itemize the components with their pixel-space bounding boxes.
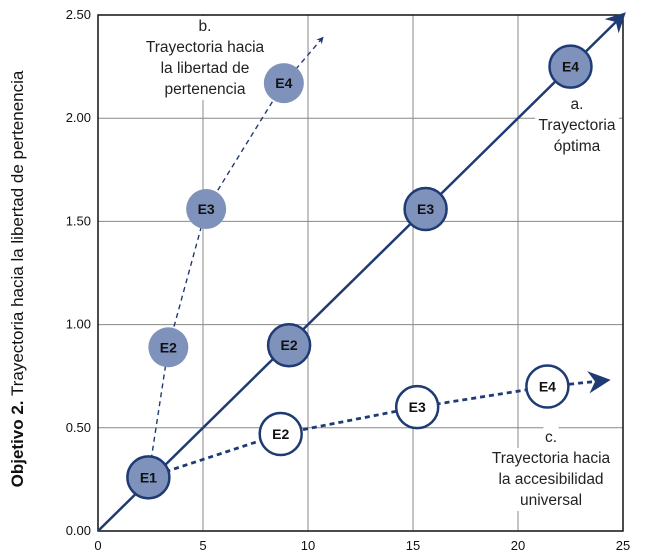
label-background [535,115,619,136]
y-tick-label: 1.50 [66,213,91,228]
series-label-line: c. [545,429,557,446]
series-b-point [263,63,304,104]
series-c-point-label: E4 [539,379,556,395]
series-label-line: a. [571,96,584,113]
series-c-point [258,411,303,457]
series-a-line [97,12,626,532]
series-a-point [266,322,312,368]
series-a-label: a. Trayectoria óptima [535,94,619,157]
series-b-point [148,327,189,368]
series-a-point-label: E2 [281,337,298,353]
label-background [140,37,270,58]
series-label-line: pertenencia [164,81,245,98]
series-b-point-label: E3 [198,201,215,217]
series-b-point [186,189,227,230]
series-a-point-label: E4 [562,59,579,75]
series-b-point-label: E2 [160,339,177,355]
x-tick-label: 15 [406,538,420,553]
label-background [486,448,616,469]
series-label-line: óptima [554,138,601,155]
series-label-line: Trayectoria [539,117,616,134]
y-axis-label-text: Trayectoria hacia la libertad de pertene… [8,70,27,397]
series-a-point [126,455,171,500]
series-b-label: b. Trayectoria hacia la libertad de pertene… [140,16,270,100]
label-background [163,79,247,100]
y-tick-label: 0.50 [66,420,91,435]
series-c-point-label: E3 [409,399,426,415]
label-background [151,58,259,79]
y-tick-label: 0.00 [66,523,91,538]
y-axis-label: Objetivo 2. Trayectoria hacia la liberta… [8,0,28,559]
label-background [543,427,559,448]
series-c-point [394,384,440,430]
series-a-point-label: E1 [140,469,157,485]
series-c-point [525,364,570,409]
series-label-line: b. [199,18,212,35]
y-tick-label: 1.00 [66,317,91,332]
series-label-line: universal [520,492,582,509]
series-label-line: la accesibilidad [498,471,603,488]
series-b-point-label: E4 [275,75,292,91]
y-tick-label: 2.00 [66,110,91,125]
x-tick-label: 25 [616,538,630,553]
y-tick-label: 2.50 [66,7,91,22]
y-axis-label-bold: Objetivo 2. [8,400,27,488]
plot-frame [97,14,624,532]
label-background [554,136,600,157]
series-label-line: Trayectoria hacia [492,450,611,467]
label-background [197,16,213,37]
x-tick-label: 10 [301,538,315,553]
series-label-line: la libertad de [161,60,250,77]
series-c-label: c. Trayectoria hacia la accesibilidad unive… [486,427,616,511]
x-tick-label: 20 [511,538,525,553]
series-label-line: Trayectoria hacia [146,39,265,56]
label-background [516,490,586,511]
series-c-line [147,371,611,479]
series-c-point-label: E2 [272,426,289,442]
series-b-line [147,36,324,478]
x-tick-label: 5 [199,538,206,553]
series-a-point [548,44,593,89]
series-a-point [403,186,448,232]
label-background [490,469,612,490]
x-tick-label: 0 [94,538,101,553]
series-a-point-label: E3 [417,201,434,217]
label-background [569,94,585,115]
